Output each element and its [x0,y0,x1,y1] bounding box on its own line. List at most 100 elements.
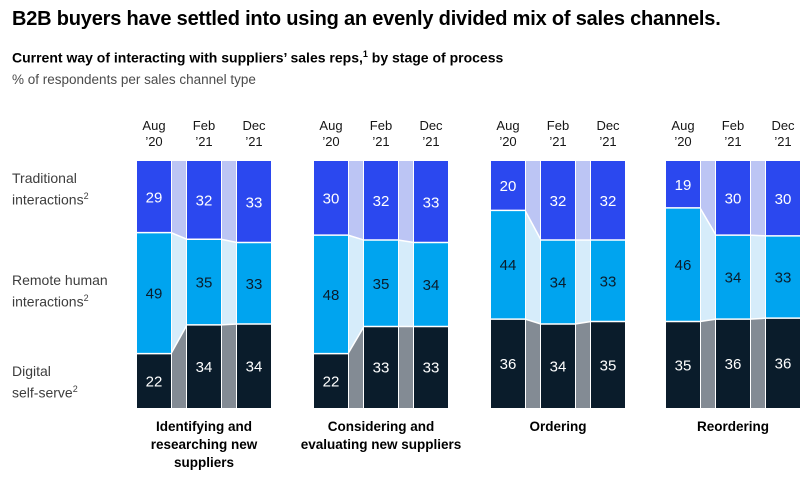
value-label: 22 [323,373,340,390]
value-label: 36 [725,356,742,373]
bar-segment [137,161,171,233]
flow-connector [575,161,591,241]
legend-label-line: Traditional [12,170,77,186]
bar-segment [237,161,271,243]
value-label: 36 [775,356,792,373]
period-header: Feb ’21 [721,118,745,149]
flow-connector [398,240,414,327]
value-label: 32 [600,193,617,210]
value-label: 22 [146,373,163,390]
legend-label-line: Remote human [12,272,108,288]
period-header: Feb ’21 [369,118,393,149]
flow-connector [348,161,364,241]
legend-row-digital-self-serve: Digital self-serve2 [12,362,136,402]
bar-segment [716,319,750,408]
flow-connector [398,161,414,243]
segment-seam [220,323,238,326]
value-label: 20 [500,178,517,195]
legend-footnote-marker: 2 [83,191,89,201]
value-label: 48 [323,287,340,304]
group-chart: 29 49 22 32 35 34 33 33 34 [137,161,271,408]
bar-segment [364,240,398,327]
bar-segment [364,161,398,241]
value-label: 19 [675,177,692,194]
value-label: 34 [725,270,742,287]
period-header: Feb ’21 [192,118,216,149]
segment-seam [749,234,767,237]
value-label: 33 [423,360,440,377]
flow-connector [171,161,187,240]
bar-segment [716,235,750,320]
flow-connector [575,321,591,408]
legend-label-line: interactions [12,293,84,310]
bar-segment [766,235,800,319]
bar-segment [137,232,171,354]
subtitle-text-rest: by stage of process [367,49,504,66]
value-label: 34 [246,359,263,376]
bar-segment [414,242,448,327]
value-label: 33 [246,276,263,293]
flow-connector [750,318,766,408]
segment-seam [524,318,542,325]
bar-segment [414,326,448,408]
flow-connector [171,324,187,408]
legend-footnote-marker: 2 [72,384,78,394]
period-header: Dec ’21 [596,118,620,149]
value-label: 36 [500,356,517,373]
bar-segment [766,318,800,408]
period-header: Aug ’20 [142,118,166,149]
bar-segment [666,321,700,408]
bar-segment [364,326,398,408]
value-label: 46 [675,257,692,274]
segment-seam [397,239,415,244]
value-label: 49 [146,286,163,303]
bar-segment [414,161,448,243]
bar-segment [716,161,750,236]
bar-segment [591,161,625,241]
period-header: Dec ’21 [771,118,795,149]
stage-group: Aug ’20 Feb ’21 Dec ’21 20 44 36 32 34 34 32 33 35 Orde… [491,118,625,492]
bar-segment [314,161,348,236]
value-label: 34 [550,275,567,292]
value-label: 30 [775,191,792,208]
value-label: 33 [600,273,617,290]
flow-connector [221,239,237,325]
segment-seam [220,238,238,244]
value-label: 44 [500,257,517,274]
flow-connector [700,161,716,236]
value-label: 34 [550,359,567,376]
period-header: Feb ’21 [546,118,570,149]
stage-group: Aug ’20 Feb ’21 Dec ’21 19 46 35 30 34 36 30 33 36 Reor… [666,118,800,492]
value-label: 35 [600,357,617,374]
unit-note: % of respondents per sales channel type [12,72,256,87]
bar-segment [541,161,575,241]
legend-label-line: Digital [12,363,51,379]
flow-connector [221,324,237,408]
value-label: 32 [550,193,567,210]
value-label: 33 [373,360,390,377]
group-chart: 30 48 22 32 35 33 33 34 33 [314,161,448,408]
bar-segment [541,240,575,325]
value-label: 33 [246,194,263,211]
bar-segment [187,161,221,240]
bar-segment [237,242,271,325]
bar-segment [187,239,221,325]
stage-caption: Identifying and researching new supplier… [150,419,258,470]
value-label: 35 [373,276,390,293]
flow-connector [700,319,716,408]
segment-seam [170,231,188,240]
subtitle-footnote-marker: 1 [362,49,368,59]
stage-caption: Considering and evaluating new suppliers [300,419,462,452]
chart-subtitle: Current way of interacting with supplier… [12,49,712,66]
value-label: 34 [196,359,213,376]
flow-connector [525,161,541,241]
bar-segment [666,207,700,322]
segment-seam [749,317,767,320]
period-header: Aug ’20 [671,118,695,149]
bar-segment [237,324,271,408]
flow-connector [700,207,716,322]
legend-footnote-marker: 2 [83,293,89,303]
flow-connector [348,326,364,408]
value-label: 30 [725,191,742,208]
